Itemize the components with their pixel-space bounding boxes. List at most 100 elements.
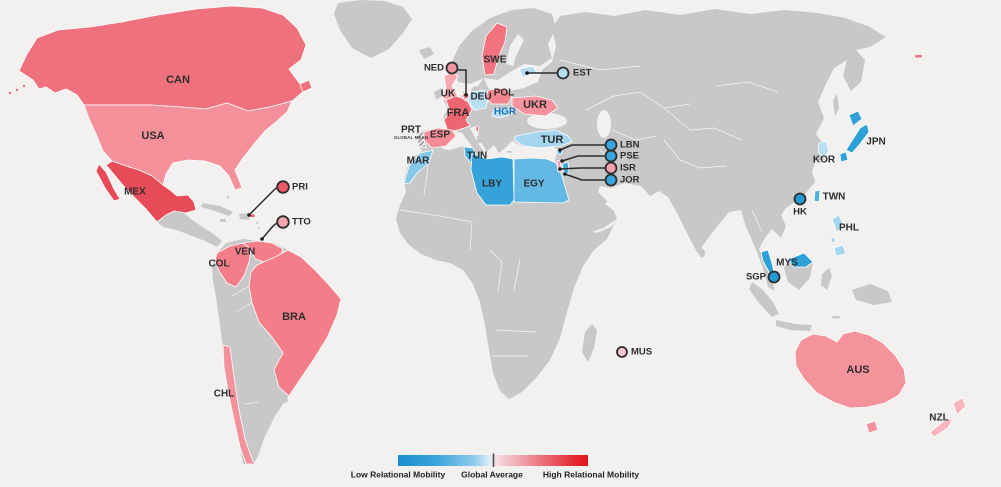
country-shape-can-newfoundland [299, 79, 313, 93]
island-sicily [479, 149, 485, 155]
country-shape-hgr [491, 107, 513, 119]
country-labels: CAN USA MEX VEN COL BRA CHL UK SWE DEU P… [124, 55, 949, 424]
country-shape-pri [249, 213, 256, 218]
country-label-kor: KOR [813, 155, 836, 166]
callout-label-lbn: LBN [620, 140, 640, 151]
callout-label-sgp: SGP [746, 272, 767, 283]
marker-circle-hk [793, 192, 807, 206]
caspian-sea [597, 110, 611, 138]
island-bering [915, 55, 922, 58]
island-newguinea [852, 284, 892, 305]
callout-label-tto: TTO [292, 217, 311, 228]
country-sublabel-prt-global-mean: GLOBAL MEAN [394, 135, 428, 140]
country-shape-can [18, 5, 307, 112]
country-label-ven: VEN [235, 247, 256, 258]
callout-label-jor: JOR [620, 175, 640, 186]
callout-label-mus: MUS [631, 347, 652, 358]
island-cuba [201, 203, 233, 216]
country-shape-fra-corsica [475, 125, 479, 132]
persian-gulf [598, 186, 616, 204]
country-label-ukr: UKR [523, 99, 547, 111]
marker-circle-lbn [604, 138, 618, 152]
island-java [776, 320, 812, 331]
country-shape-mex-baja [95, 163, 121, 202]
marker-circle-tto [276, 215, 290, 229]
callout-anchor-pri [247, 213, 251, 217]
country-shape-kor [817, 140, 830, 159]
gulf-of-bothnia [506, 34, 524, 66]
country-shape-jpn-hokkaido [848, 110, 863, 127]
country-shape-esp [423, 127, 457, 149]
landmass-africa [396, 146, 615, 399]
country-shape-phl-visayas [830, 237, 836, 243]
marker-circle-pri [276, 180, 290, 194]
country-label-pol: POL [494, 88, 515, 99]
country-shape-twn [813, 189, 821, 203]
country-shape-jpn-honshu [845, 123, 870, 154]
country-label-mys: MYS [776, 258, 798, 269]
country-label-nzl: NZL [929, 413, 948, 424]
callout-line-isr [559, 167, 606, 170]
country-shape-aus [794, 330, 907, 409]
country-label-aus: AUS [846, 364, 869, 376]
island-antilles-1 [255, 221, 259, 225]
country-label-deu: DEU [470, 92, 491, 103]
callout-anchor-lbn [558, 148, 562, 152]
callout-line-pri [248, 186, 279, 216]
marker-circle-est [556, 66, 570, 80]
landmass-eurasia [416, 9, 886, 291]
colored-countries [8, 5, 967, 465]
country-label-mar: MAR [407, 156, 431, 167]
marker-circle-sgp [767, 270, 781, 284]
country-label-usa: USA [141, 130, 164, 142]
country-label-col: COL [208, 259, 229, 270]
marker-circle-mus [616, 346, 628, 358]
island-crete [507, 151, 512, 153]
marker-circle-jor [604, 173, 618, 187]
country-shape-mar [403, 149, 434, 185]
island-aleutian-2 [15, 88, 19, 92]
country-label-can: CAN [166, 74, 190, 86]
callout-line-pse [561, 155, 606, 162]
country-shape-col [214, 242, 252, 288]
callout-label-isr: ISR [620, 163, 636, 174]
country-shape-ukr [511, 95, 559, 117]
country-label-phl: PHL [839, 223, 859, 234]
black-sea [527, 113, 567, 129]
legend-high-label: High Relational Mobility [543, 469, 640, 479]
callout-line-ned [456, 69, 467, 95]
landmass-greenland [334, 0, 412, 58]
country-label-jpn: JPN [866, 137, 885, 148]
callout-line-tto [261, 222, 278, 240]
legend-mid-label: Global Average [461, 469, 523, 479]
country-shape-phl-luzon [831, 214, 844, 234]
country-label-fra: FRA [447, 107, 470, 119]
callout-label-pse: PSE [620, 151, 639, 162]
country-shape-pol [485, 87, 513, 105]
country-shape-jpn-kyushu [839, 151, 849, 163]
country-label-mex: MEX [124, 187, 146, 198]
country-shape-egy [513, 157, 570, 204]
marker-circle-pse [604, 149, 618, 163]
callout-markers: NED EST PRI TTO LBN PSE ISR JOR [247, 61, 807, 358]
country-label-bra: BRA [282, 311, 306, 323]
island-sulawesi [821, 268, 832, 290]
legend: Low Relational Mobility Global Average H… [351, 453, 640, 479]
country-label-hgr: HGR [494, 107, 517, 118]
country-shape-phl-mindanao [833, 244, 847, 257]
country-label-tur: TUR [541, 134, 564, 146]
country-shape-est [518, 65, 538, 78]
marker-circle-isr [604, 161, 618, 175]
country-label-tun: TUN [467, 151, 488, 162]
callout-anchor-ned [464, 93, 468, 97]
landmass-central-america [156, 210, 222, 247]
island-aleutian-3 [8, 91, 12, 95]
country-shape-fra [443, 95, 473, 133]
callout-anchor-tto [260, 237, 264, 241]
island-aleutian-1 [22, 84, 26, 88]
country-label-egy: EGY [523, 179, 544, 190]
callout-anchor-pse [560, 159, 564, 163]
country-shape-deu [467, 89, 489, 111]
island-srilanka [699, 248, 705, 258]
